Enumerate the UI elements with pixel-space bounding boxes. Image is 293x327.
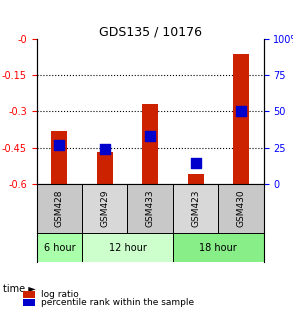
Point [103,146,107,152]
Point [57,142,62,147]
Text: time ►: time ► [3,284,36,294]
Text: GSM428: GSM428 [55,190,64,227]
Text: GSM430: GSM430 [236,190,246,227]
FancyBboxPatch shape [173,233,264,262]
Text: log ratio: log ratio [41,290,79,299]
Text: GSM423: GSM423 [191,190,200,227]
Point [193,161,198,166]
Text: GSM429: GSM429 [100,190,109,227]
FancyBboxPatch shape [82,233,173,262]
FancyBboxPatch shape [82,184,127,233]
FancyBboxPatch shape [37,184,82,233]
Text: GSM433: GSM433 [146,190,155,227]
Text: 12 hour: 12 hour [108,243,146,253]
FancyBboxPatch shape [127,184,173,233]
Bar [51,131,67,184]
Text: 18 hour: 18 hour [200,243,237,253]
Text: 6 hour: 6 hour [44,243,75,253]
Point [239,109,243,114]
Title: GDS135 / 10176: GDS135 / 10176 [99,25,202,38]
FancyBboxPatch shape [173,184,218,233]
Point [148,133,152,139]
Bar [97,152,113,184]
Text: percentile rank within the sample: percentile rank within the sample [41,298,194,307]
FancyBboxPatch shape [37,233,82,262]
Bar [188,174,204,184]
FancyBboxPatch shape [218,184,264,233]
Bar [142,104,158,184]
Bar [233,54,249,184]
